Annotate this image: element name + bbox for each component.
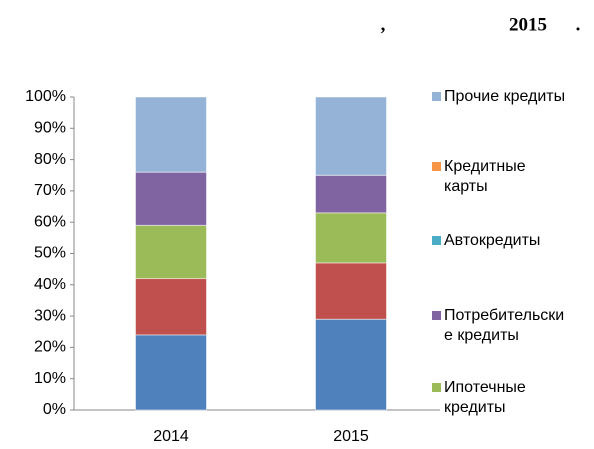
- y-tick-label: 80%: [34, 151, 66, 168]
- legend-item: Автокредиты: [432, 231, 540, 251]
- y-tick-label: 50%: [34, 245, 66, 262]
- y-tick-label: 20%: [34, 339, 66, 356]
- y-tick-label: 30%: [34, 307, 66, 324]
- title-part: ,: [381, 14, 386, 35]
- legend-label: Автокредиты: [444, 232, 541, 249]
- bar-segment: [135, 334, 207, 411]
- bar-segment: [135, 224, 207, 280]
- bar-segment: [315, 262, 387, 320]
- legend-item: Прочие кредиты: [432, 87, 565, 107]
- y-tick-label: 100%: [25, 88, 66, 105]
- y-tick-label: 60%: [34, 213, 66, 230]
- legend-label: Прочие кредиты: [444, 88, 566, 105]
- legend-label: Потребительски е кредиты: [444, 307, 565, 344]
- legend-swatch: [432, 236, 441, 245]
- y-tick-label: 90%: [34, 120, 66, 137]
- x-tick-label: 2015: [333, 428, 369, 445]
- bar-segment: [135, 171, 207, 226]
- legend-label: Ипотечные кредиты: [444, 379, 526, 416]
- y-tick-label: 40%: [34, 276, 66, 293]
- bar-segment: [315, 318, 387, 411]
- legend-label: Кредитные карты: [444, 158, 526, 195]
- legend-swatch: [432, 162, 441, 171]
- y-tick-label: 70%: [34, 182, 66, 199]
- y-tick-label: 0%: [43, 401, 66, 418]
- bar-segment: [315, 174, 387, 214]
- y-tick-label: 10%: [34, 370, 66, 387]
- bar-segment: [315, 96, 387, 176]
- bar-segment: [315, 212, 387, 264]
- legend-item: Ипотечные кредиты: [432, 378, 526, 418]
- legend-item: Потребительски е кредиты: [432, 306, 564, 346]
- bar-segment: [135, 96, 207, 173]
- legend-item: Кредитные карты: [432, 157, 526, 197]
- legend-swatch: [432, 92, 441, 101]
- legend-swatch: [432, 383, 441, 392]
- bar-segment: [135, 278, 207, 336]
- legend-swatch: [432, 311, 441, 320]
- x-tick-label: 2014: [153, 428, 189, 445]
- title-part: 2015: [509, 14, 547, 35]
- title-part: .: [576, 14, 581, 35]
